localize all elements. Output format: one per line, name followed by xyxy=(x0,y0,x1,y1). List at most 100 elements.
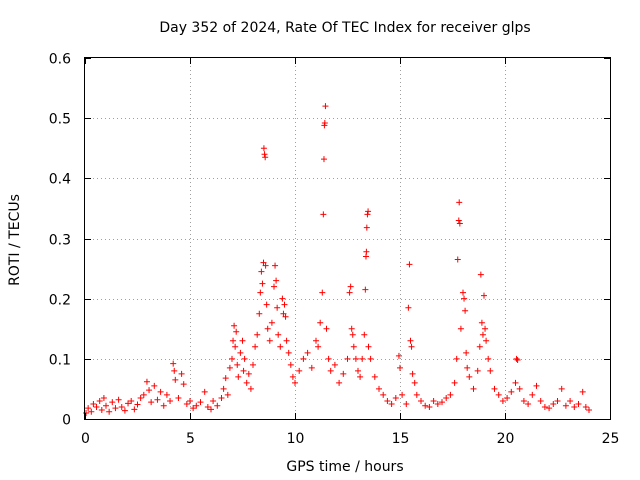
data-point xyxy=(137,394,144,401)
data-point xyxy=(218,394,225,401)
data-point xyxy=(245,370,252,377)
chart-title: Day 352 of 2024, Rate Of TEC Index for r… xyxy=(159,20,530,36)
data-point xyxy=(367,355,374,362)
data-point xyxy=(462,307,469,314)
data-point xyxy=(466,373,473,380)
data-point xyxy=(308,364,315,371)
data-point xyxy=(485,355,492,362)
data-point xyxy=(180,381,187,388)
data-point xyxy=(160,402,167,409)
data-point xyxy=(321,119,328,126)
data-point xyxy=(571,403,578,410)
data-point xyxy=(546,405,553,412)
data-point xyxy=(392,394,399,401)
y-tick-label: 0.5 xyxy=(49,112,71,128)
data-point xyxy=(234,361,241,368)
data-point xyxy=(178,370,185,377)
data-point xyxy=(287,361,294,368)
data-point xyxy=(558,385,565,392)
data-point xyxy=(85,405,92,412)
data-point xyxy=(481,292,487,299)
data-point xyxy=(323,325,330,332)
data-point xyxy=(405,304,412,311)
data-point xyxy=(235,373,242,380)
data-point xyxy=(477,271,484,278)
data-point xyxy=(88,408,95,415)
data-point xyxy=(487,367,494,374)
data-point xyxy=(275,331,282,338)
data-point xyxy=(395,352,402,359)
data-point xyxy=(508,388,515,395)
data-point xyxy=(499,397,506,404)
data-point xyxy=(254,331,261,338)
data-point xyxy=(567,397,574,404)
data-point xyxy=(201,388,208,395)
data-point xyxy=(443,394,450,401)
data-point xyxy=(406,261,413,268)
data-point xyxy=(128,397,135,404)
data-point xyxy=(325,355,332,362)
data-point xyxy=(252,343,259,350)
data-point xyxy=(224,391,231,398)
data-point xyxy=(376,385,382,392)
grid-lines xyxy=(85,58,610,419)
data-point xyxy=(478,319,485,326)
data-point xyxy=(154,396,161,403)
data-point xyxy=(263,301,270,308)
data-point xyxy=(167,397,174,404)
data-point xyxy=(261,151,268,158)
data-point xyxy=(413,391,420,398)
data-point xyxy=(170,360,177,367)
data-point xyxy=(134,401,141,408)
data-point xyxy=(260,259,267,266)
data-point xyxy=(344,355,351,362)
data-point xyxy=(259,280,266,287)
data-point xyxy=(457,325,464,332)
x-tick-label: 0 xyxy=(81,431,90,447)
data-point xyxy=(513,355,520,362)
data-point xyxy=(93,403,100,410)
data-point xyxy=(562,402,569,409)
data-point xyxy=(352,355,359,362)
data-point xyxy=(399,391,406,398)
data-point xyxy=(451,379,458,386)
data-point xyxy=(300,355,307,362)
data-point xyxy=(582,403,589,410)
data-point xyxy=(320,156,327,163)
data-point xyxy=(348,325,355,332)
data-point xyxy=(262,262,269,269)
data-point xyxy=(403,400,410,407)
data-point xyxy=(456,199,463,206)
x-tick-label: 25 xyxy=(602,431,620,447)
data-point xyxy=(407,337,414,344)
data-point xyxy=(121,407,128,414)
data-point xyxy=(320,211,327,218)
data-point xyxy=(455,217,462,224)
data-point xyxy=(277,343,284,350)
data-point xyxy=(439,399,445,406)
data-point xyxy=(285,349,292,356)
x-axis-label: GPS time / hours xyxy=(286,459,403,475)
data-point xyxy=(541,403,548,410)
y-tick-label: 0.6 xyxy=(49,52,71,68)
data-point xyxy=(388,400,395,407)
data-point xyxy=(315,343,322,350)
x-tick-label: 5 xyxy=(186,431,195,447)
data-point xyxy=(171,367,178,374)
data-point xyxy=(175,394,182,401)
data-point xyxy=(231,322,238,329)
data-point xyxy=(365,208,372,215)
data-point xyxy=(280,310,287,317)
data-point xyxy=(163,391,170,398)
data-point xyxy=(125,400,132,407)
data-point xyxy=(112,405,119,412)
data-point xyxy=(362,286,369,293)
data-point xyxy=(491,385,498,392)
data-point xyxy=(143,378,150,385)
data-point xyxy=(109,399,116,406)
data-point xyxy=(456,220,463,227)
data-point xyxy=(434,400,441,407)
data-point xyxy=(479,331,486,338)
